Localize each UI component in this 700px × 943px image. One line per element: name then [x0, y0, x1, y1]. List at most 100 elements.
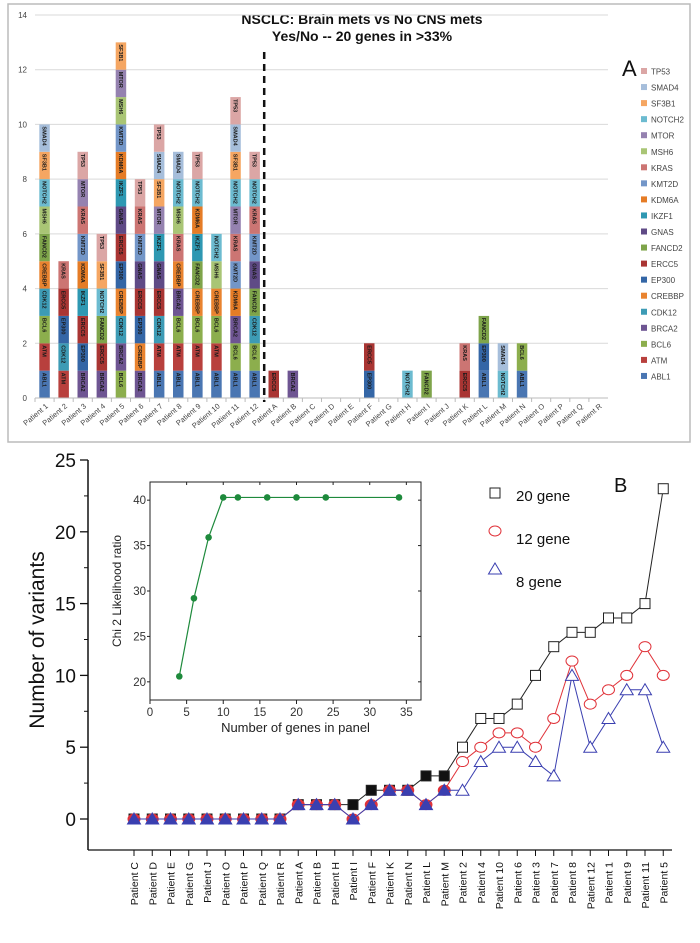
inset-data-point — [322, 494, 330, 501]
bar-segment-label: GNAS — [155, 263, 161, 279]
bar-segment-kdm6a — [230, 288, 241, 316]
bar-segment-ep300 — [77, 343, 88, 371]
x-tick-label: Patient A — [293, 862, 305, 904]
y-tick-label: 10 — [18, 120, 27, 129]
bar-segment-abl1 — [173, 370, 184, 398]
bar-segment-label: MTOR — [232, 209, 238, 225]
bar-segment-kras — [173, 233, 184, 262]
bar-segment-bcl6 — [115, 370, 127, 398]
data-point-square — [584, 626, 596, 638]
bar-segment-ercc5 — [268, 370, 279, 398]
legend-swatch-kmt2d — [641, 180, 647, 187]
inset-frame — [149, 481, 422, 701]
bar-segment-label: KMT2D — [251, 236, 257, 255]
panel-b-inset-chart: 0 5 10 15 20 25 30 35 20 25 30 35 40 Number of genes … — [110, 481, 422, 735]
x-tick-label: Patient 1 — [604, 862, 616, 904]
bar-segment-label: CDK12 — [117, 318, 123, 336]
data-point-triangle — [655, 740, 671, 753]
bar-segment-brca2 — [230, 315, 241, 344]
bar-segment-kdm6a — [115, 151, 127, 180]
bar-segment-label: CREBBP — [193, 291, 199, 315]
bar-segment-abl1 — [249, 370, 260, 398]
data-point-triangle — [582, 740, 598, 753]
legend-label: MTOR — [651, 132, 675, 141]
bar-segment-label: BCL6 — [232, 345, 238, 359]
legend-label: FANCD2 — [651, 244, 683, 253]
bar-segment-crebbp — [192, 288, 203, 316]
bar-segment-label: KRAS — [251, 209, 257, 225]
bar-segment-notch2 — [173, 179, 184, 207]
bar-segment-label: GNAS — [117, 209, 123, 225]
bar-segment-label: BCL6 — [212, 318, 218, 332]
bar-segment-brca2 — [287, 370, 299, 398]
legend-label: SMAD4 — [651, 84, 679, 93]
data-point-triangle — [236, 812, 251, 825]
x-tick-label: Patient 5 — [658, 862, 670, 904]
data-point-square — [457, 741, 468, 753]
bar-segment-label: EP300 — [365, 373, 371, 390]
bar-segment-label: EP300 — [79, 345, 85, 362]
bar-segment-kmt2d — [134, 233, 146, 262]
bar-segment-label: KMT2D — [117, 126, 123, 145]
legend-swatch-crebbp — [641, 292, 647, 299]
legend-label: KMT2D — [651, 180, 678, 189]
panel-a-label: A — [622, 56, 637, 81]
bar-segment-brca2 — [134, 370, 146, 398]
bar-segment-label: CREBBP — [41, 263, 47, 287]
x-tick-label: Patient 4 — [476, 862, 488, 904]
bar-segment-label: TP53 — [136, 181, 142, 194]
y-tick-label: 4 — [23, 285, 28, 294]
bar-segment-ercc5 — [58, 288, 69, 316]
data-point-square — [639, 598, 651, 610]
bar-segment-label: EP300 — [117, 263, 123, 280]
bar-segment-crebbp — [39, 261, 50, 289]
bar-segment-label: NOTCH2 — [212, 236, 218, 259]
bar-segment-kras — [230, 233, 241, 262]
data-point-circle — [547, 712, 561, 724]
legend-label: ERCC5 — [651, 260, 679, 269]
data-point-triangle — [290, 797, 306, 811]
data-point-square — [420, 770, 432, 782]
bar-segment-label: ABL1 — [251, 373, 257, 387]
data-point-triangle — [144, 812, 160, 825]
legend-swatch-ercc5 — [641, 260, 647, 267]
legend-swatch-sf3b1 — [641, 100, 647, 107]
panel-b-series — [126, 483, 671, 825]
bar-segment-label: ERCC5 — [461, 373, 467, 392]
bar-segment-label: SF3B1 — [117, 44, 123, 61]
x-tick-label: Patient 8 — [567, 862, 579, 904]
bar-segment-label: KRAS — [60, 263, 66, 279]
bar-segment-label: TP53 — [232, 99, 238, 112]
bar-segment-label: ATM — [174, 345, 180, 357]
bar-segment-atm — [58, 370, 69, 398]
bar-segment-label: FANCD2 — [193, 263, 199, 285]
x-tick-label: Patient 7 — [549, 862, 561, 904]
bar-segment-label: ABL1 — [212, 373, 218, 387]
y-tick-label: 25 — [55, 451, 76, 472]
bar-segment-ercc5 — [77, 315, 88, 344]
x-tick-label: Patient J — [202, 862, 214, 903]
x-tick-label: Patient R — [275, 862, 287, 906]
x-tick-label: Patient 3 — [531, 862, 543, 904]
bar-segment-label: KMT2D — [232, 263, 238, 282]
bar-segment-label: BRCA2 — [117, 345, 123, 364]
data-point-square — [566, 626, 578, 638]
bar-segment-label: GNAS — [136, 263, 142, 279]
data-point-circle — [602, 684, 615, 696]
x-tick-label: Patient G — [184, 862, 196, 906]
bar-segment-smad4 — [39, 124, 50, 152]
data-point-triangle — [546, 768, 562, 782]
bar-segment-cdk12 — [58, 343, 69, 371]
bar-segment-label: TP53 — [251, 154, 257, 167]
x-tick-label: Patient 2 — [458, 862, 470, 904]
bar-segment-label: ABL1 — [41, 373, 47, 387]
data-point-triangle — [309, 797, 324, 811]
y-tick-label: 0 — [23, 394, 28, 403]
bar-segment-label: MSH6 — [174, 209, 180, 224]
legend-swatch-mtor — [641, 132, 647, 139]
legend-label: BCL6 — [651, 340, 672, 349]
bar-segment-ikzf1 — [115, 179, 127, 207]
bar-segment-atm — [173, 343, 184, 371]
bar-segment-smad4 — [497, 343, 509, 371]
bar-segment-label: BCL6 — [193, 318, 199, 332]
